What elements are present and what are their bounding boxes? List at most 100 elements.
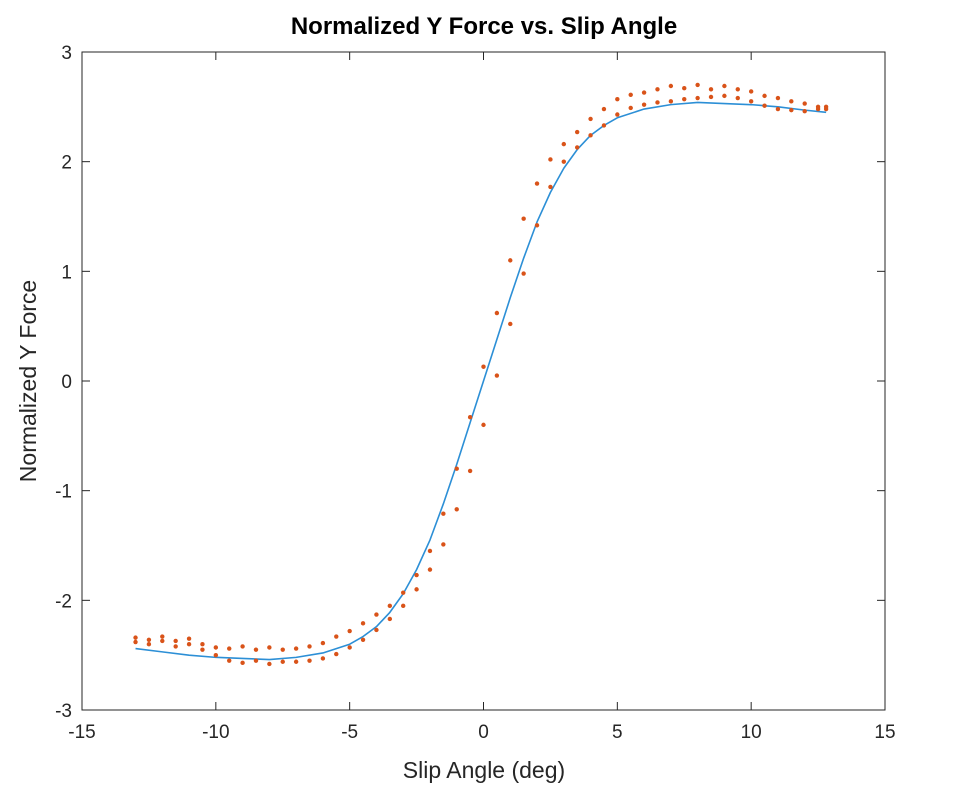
- data-point: [334, 651, 339, 657]
- data-point: [441, 542, 446, 547]
- data-point: [775, 106, 781, 112]
- data-point: [146, 642, 152, 647]
- fit-line: [135, 101, 827, 661]
- data-point: [508, 321, 513, 327]
- data-point: [534, 181, 540, 186]
- data-point: [213, 645, 219, 650]
- data-point: [682, 96, 687, 102]
- data-point: [360, 621, 366, 626]
- data-point: [588, 133, 593, 138]
- data-point: [641, 90, 647, 95]
- data-point: [574, 145, 580, 150]
- y-tick-label: 0: [61, 372, 72, 393]
- y-tick-label: -3: [55, 701, 72, 722]
- data-point: [668, 99, 674, 104]
- data-point: [320, 656, 326, 661]
- x-tick-label: -15: [68, 722, 95, 743]
- data-point: [481, 422, 486, 428]
- data-point: [173, 644, 178, 649]
- data-point: [253, 658, 259, 663]
- data-point: [280, 659, 285, 664]
- data-point: [320, 640, 326, 646]
- data-point: [240, 644, 245, 649]
- data-point: [823, 104, 829, 110]
- data-point: [508, 258, 513, 263]
- x-tick-label: 15: [874, 722, 895, 743]
- data-point: [267, 661, 272, 667]
- data-point: [133, 635, 138, 640]
- data-point: [454, 507, 459, 512]
- data-point: [374, 627, 379, 633]
- data-point: [293, 659, 299, 664]
- data-point: [494, 373, 500, 378]
- x-tick-label: 5: [612, 722, 623, 743]
- data-point: [655, 87, 660, 92]
- data-point: [213, 652, 219, 658]
- data-point: [280, 647, 285, 652]
- data-point: [414, 572, 419, 578]
- data-point: [682, 85, 687, 91]
- data-point: [775, 95, 781, 101]
- data-layer: [133, 82, 829, 667]
- data-point: [146, 637, 152, 643]
- data-point: [628, 92, 633, 97]
- data-point: [789, 107, 794, 113]
- y-tick-label: 1: [61, 262, 72, 283]
- data-point: [615, 112, 620, 117]
- data-point: [548, 157, 553, 162]
- data-point: [347, 645, 352, 650]
- x-tick-label: -10: [202, 722, 229, 743]
- data-point: [401, 603, 406, 609]
- data-point: [374, 612, 379, 617]
- data-point: [307, 644, 312, 649]
- data-point: [641, 102, 647, 107]
- x-tick-label: 0: [478, 722, 489, 743]
- data-point: [628, 105, 633, 111]
- data-point: [735, 87, 740, 92]
- data-point: [253, 647, 259, 652]
- data-point: [481, 364, 486, 369]
- x-tick-label: 10: [741, 722, 762, 743]
- data-point: [708, 87, 714, 92]
- data-point: [227, 658, 232, 663]
- data-point: [334, 634, 339, 639]
- data-point: [561, 141, 566, 147]
- data-point: [186, 636, 192, 641]
- data-point: [414, 587, 419, 592]
- y-axis-label: Normalized Y Force: [15, 280, 41, 482]
- y-tick-label: -2: [55, 591, 72, 612]
- data-point: [360, 637, 366, 643]
- data-point: [401, 590, 406, 595]
- data-point: [387, 603, 393, 609]
- data-point: [427, 567, 433, 572]
- y-tick-label: -1: [55, 482, 72, 503]
- data-point: [200, 647, 205, 652]
- data-point: [186, 642, 192, 647]
- data-point: [427, 548, 433, 554]
- data-point: [561, 159, 566, 164]
- x-axis-label: Slip Angle (deg): [403, 757, 565, 783]
- data-point: [467, 468, 473, 474]
- y-tick-label: 3: [61, 43, 72, 64]
- data-point: [467, 414, 473, 420]
- data-point: [601, 123, 607, 128]
- data-point: [521, 216, 526, 221]
- data-point: [655, 100, 660, 105]
- data-point: [347, 628, 352, 634]
- data-point: [615, 96, 620, 102]
- data-point: [722, 93, 727, 99]
- data-point: [494, 310, 500, 316]
- data-point: [708, 94, 714, 100]
- data-point: [735, 95, 740, 101]
- data-point: [762, 103, 767, 108]
- data-point: [762, 93, 767, 99]
- data-point: [133, 639, 138, 645]
- data-point: [441, 511, 446, 516]
- data-point: [173, 638, 178, 644]
- data-point: [748, 99, 754, 104]
- data-point: [695, 82, 700, 88]
- data-point: [227, 646, 232, 651]
